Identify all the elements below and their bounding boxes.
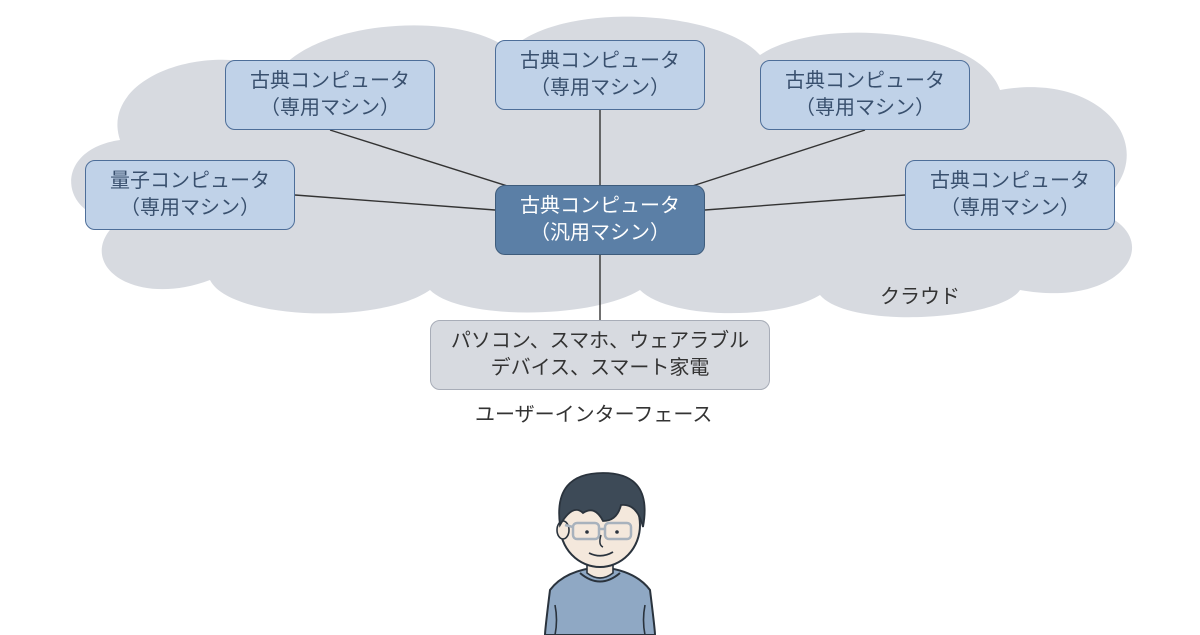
node-quantum: 量子コンピュータ （専用マシン） bbox=[85, 160, 295, 230]
node-text: パソコン、スマホ、ウェアラブル bbox=[451, 330, 749, 352]
node-text: 量子コンピュータ bbox=[110, 170, 270, 192]
cloud-label: クラウド bbox=[880, 280, 960, 309]
node-text: （専用マシン） bbox=[940, 197, 1080, 219]
node-text: （専用マシン） bbox=[260, 97, 400, 119]
edge bbox=[705, 195, 905, 210]
edge bbox=[295, 195, 495, 210]
node-text: デバイス、スマート家電 bbox=[491, 357, 710, 379]
person-illustration bbox=[525, 455, 675, 635]
node-devices: パソコン、スマホ、ウェアラブルデバイス、スマート家電 bbox=[430, 320, 770, 390]
node-classic1: 古典コンピュータ （専用マシン） bbox=[225, 60, 435, 130]
node-text: 古典コンピュータ bbox=[520, 50, 680, 72]
edge bbox=[330, 130, 520, 190]
node-classic2: 古典コンピュータ （専用マシン） bbox=[495, 40, 705, 110]
ui-label: ユーザーインターフェース bbox=[475, 398, 712, 427]
edge bbox=[680, 130, 865, 190]
node-classic3: 古典コンピュータ （専用マシン） bbox=[760, 60, 970, 130]
node-text: （専用マシン） bbox=[120, 197, 260, 219]
node-text: 古典コンピュータ bbox=[930, 170, 1090, 192]
node-hub: 古典コンピュータ （汎用マシン） bbox=[495, 185, 705, 255]
node-text: 古典コンピュータ bbox=[520, 195, 680, 217]
node-text: 古典コンピュータ bbox=[250, 70, 410, 92]
node-text: （専用マシン） bbox=[530, 77, 670, 99]
node-text: （汎用マシン） bbox=[530, 222, 670, 244]
node-text: 古典コンピュータ bbox=[785, 70, 945, 92]
node-text: （専用マシン） bbox=[795, 97, 935, 119]
node-classic4: 古典コンピュータ （専用マシン） bbox=[905, 160, 1115, 230]
